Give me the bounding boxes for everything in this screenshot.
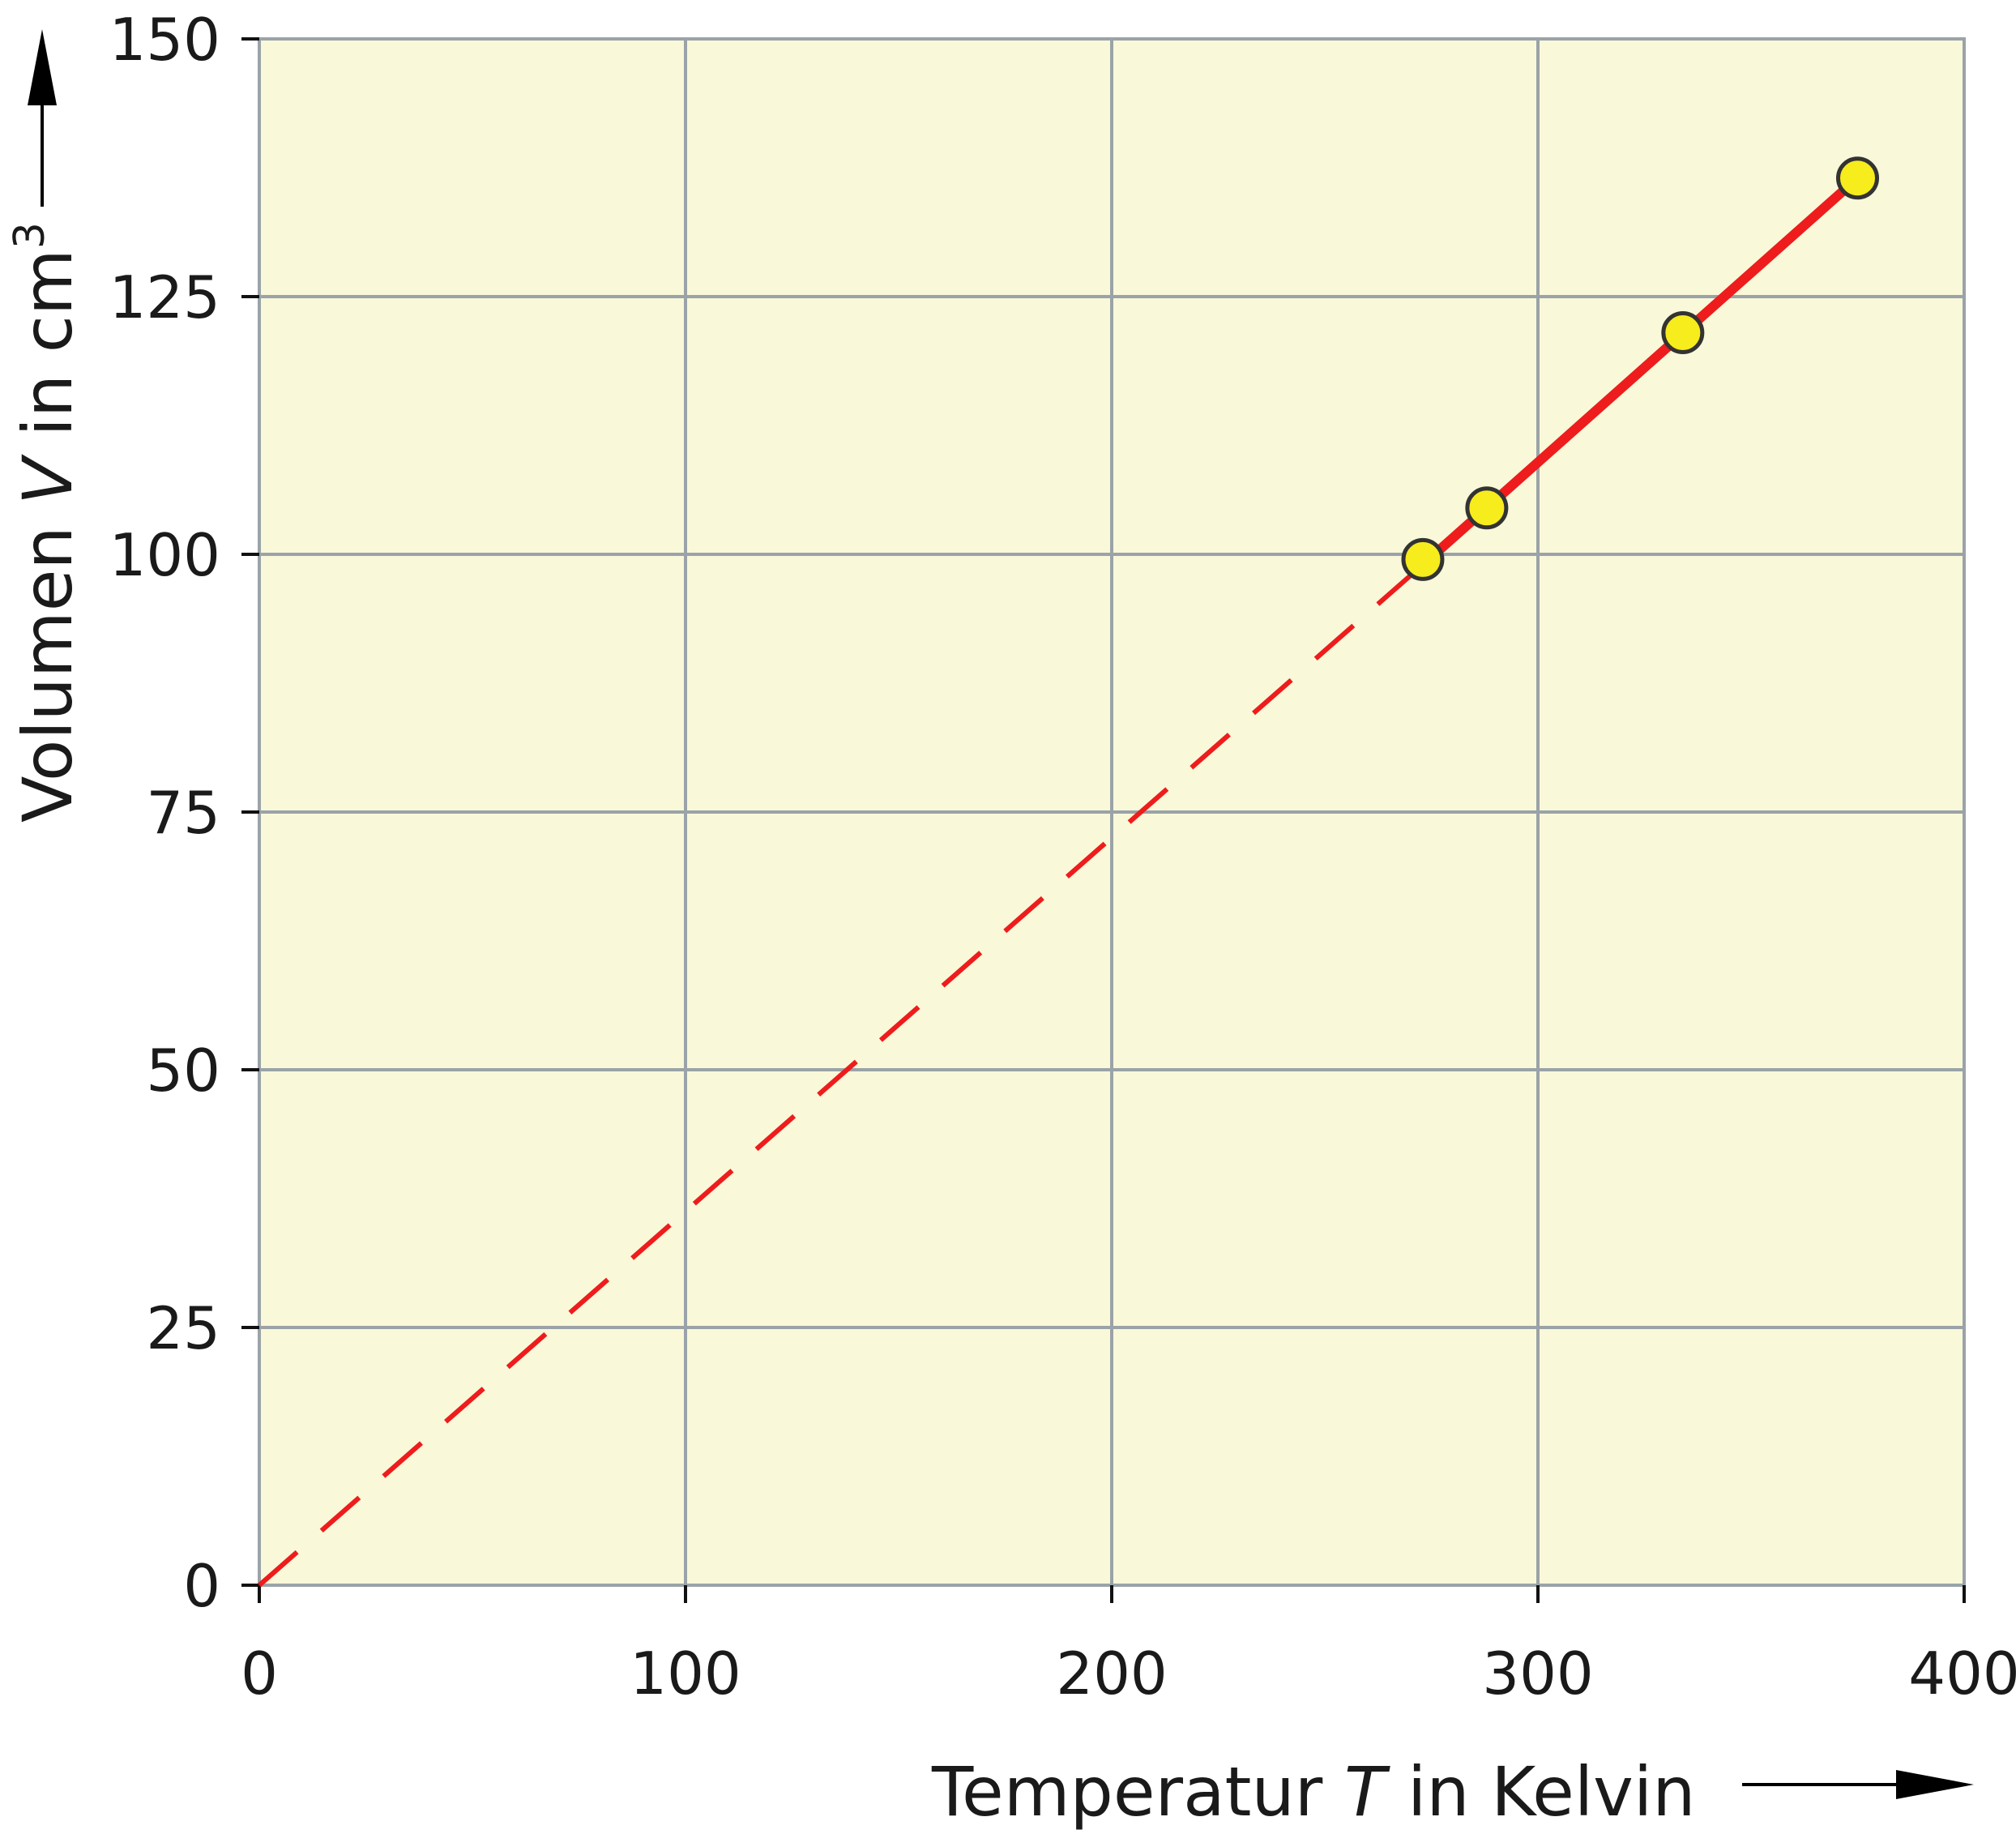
data-point	[1465, 486, 1509, 530]
y-tick-label: 50	[146, 1037, 220, 1105]
y-tick-label: 125	[109, 263, 220, 331]
y-tick-label: 100	[109, 521, 220, 589]
y-tick-label: 25	[146, 1294, 220, 1362]
x-tick-label: 0	[241, 1639, 278, 1708]
extrapolation-line	[258, 562, 1424, 1588]
y-tick-label: 150	[109, 6, 220, 74]
data-point	[1401, 537, 1445, 581]
y-tick-label: 0	[183, 1552, 220, 1620]
x-tick-labels: 0 100 200 300 400	[241, 1639, 2016, 1708]
x-axis-arrow	[1742, 1770, 1974, 1799]
data-point	[1836, 156, 1879, 200]
x-axis-label: Temperatur T in Kelvin	[931, 1752, 1695, 1832]
x-tick-label: 300	[1482, 1639, 1593, 1708]
ticks	[241, 37, 1966, 1603]
y-tick-label: 75	[146, 779, 220, 847]
x-tick-label: 200	[1056, 1639, 1167, 1708]
data-point	[1661, 311, 1705, 355]
y-axis-label: Volumen V in cm3	[6, 222, 88, 823]
x-tick-label: 400	[1908, 1639, 2016, 1708]
y-axis-arrow	[28, 29, 57, 207]
y-tick-labels: 0 25 50 75 100 125 150	[109, 6, 220, 1620]
data-points	[1401, 156, 1879, 581]
x-tick-label: 100	[630, 1639, 741, 1708]
